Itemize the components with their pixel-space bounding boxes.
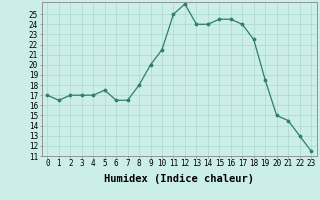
X-axis label: Humidex (Indice chaleur): Humidex (Indice chaleur) (104, 174, 254, 184)
